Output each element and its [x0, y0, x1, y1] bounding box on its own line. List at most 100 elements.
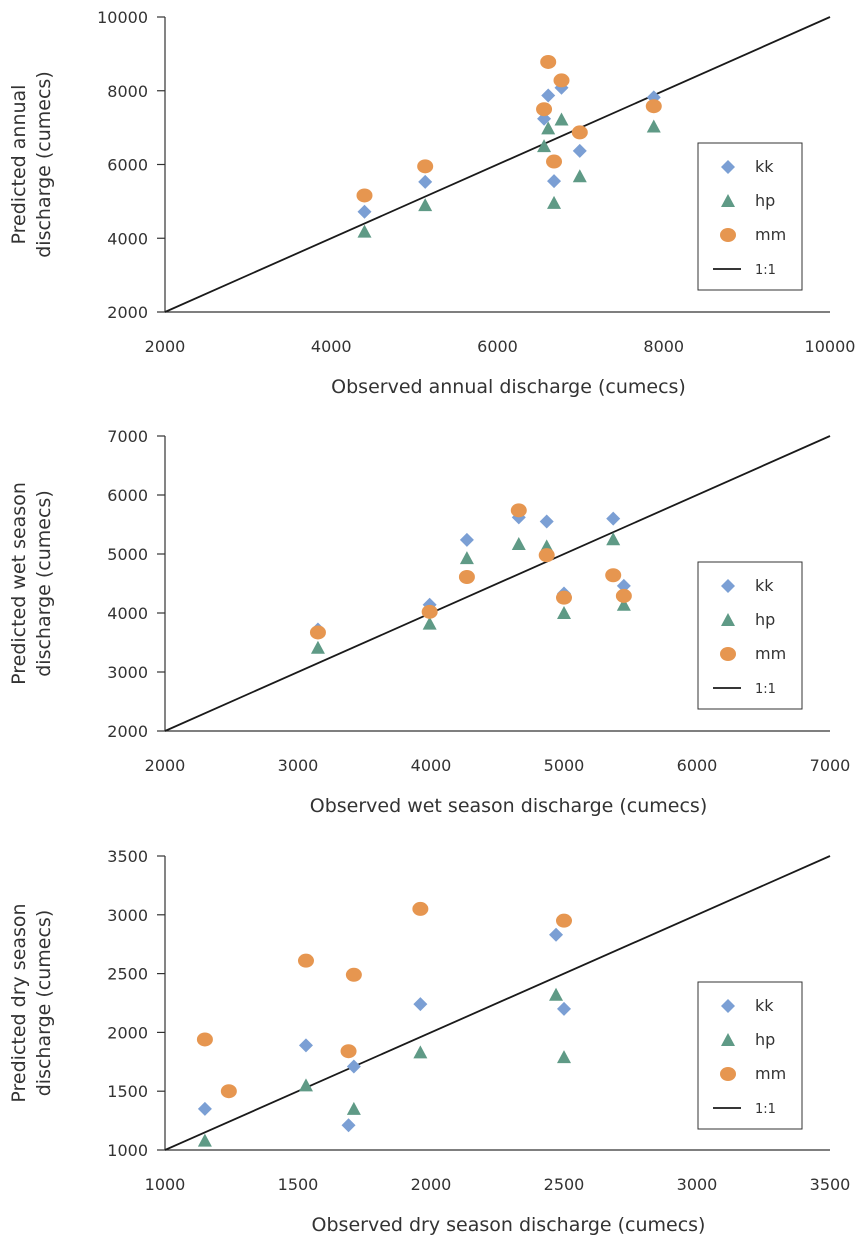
point-mm: [345, 967, 362, 982]
legend-swatch-hp: [721, 1033, 735, 1046]
legend-label: kk: [755, 157, 774, 176]
point-mm: [309, 625, 326, 640]
point-mm: [536, 102, 553, 117]
legend-label: 1:1: [755, 263, 776, 278]
y-axis-title-line-1: Predicted wet season: [8, 482, 30, 685]
point-mm: [417, 159, 434, 174]
chart-panel-2: 2000 3000 4000 5000 6000 7000 2000 3000 4000 5000…: [8, 427, 850, 817]
legend-label: hp: [755, 191, 775, 210]
legend-label: hp: [755, 1030, 775, 1049]
series-hp: [310, 532, 631, 654]
x-tick-label: 3000: [677, 1175, 718, 1194]
y-axis-title-line-1: Predicted annual: [8, 85, 30, 245]
point-hp: [646, 119, 661, 133]
legend-label: mm: [755, 1064, 786, 1083]
legend-swatch-kk: [721, 579, 735, 593]
point-hp: [616, 597, 631, 611]
legend-label: 1:1: [755, 682, 776, 697]
point-hp: [357, 224, 372, 238]
point-mm: [412, 901, 429, 916]
point-kk: [197, 1101, 212, 1116]
point-hp: [346, 1101, 361, 1115]
point-hp: [572, 169, 587, 183]
x-tick-label: 2000: [411, 1175, 452, 1194]
x-tick-label: 3500: [810, 1175, 851, 1194]
point-mm: [220, 1084, 237, 1099]
point-hp: [197, 1133, 212, 1147]
legend-label: mm: [755, 225, 786, 244]
legend-swatch-kk: [721, 160, 735, 174]
point-hp: [459, 551, 474, 565]
legend-label: mm: [755, 644, 786, 663]
x-tick-label: 1500: [278, 1175, 319, 1194]
point-mm: [605, 568, 622, 583]
x-tick-label: 6000: [677, 756, 718, 775]
x-tick-label: 6000: [477, 337, 518, 356]
x-tick-label: 8000: [643, 337, 684, 356]
x-axis-title: Observed dry season discharge (cumecs): [312, 1214, 706, 1236]
point-kk: [616, 578, 631, 593]
legend-swatch-hp: [721, 194, 735, 207]
y-tick-label: 7000: [107, 427, 148, 446]
point-kk: [298, 1038, 313, 1053]
y-tick-label: 10000: [97, 8, 148, 27]
y-tick-label: 3000: [107, 906, 148, 925]
point-kk: [357, 204, 372, 219]
point-hp: [547, 195, 562, 209]
point-kk: [346, 1059, 361, 1074]
point-mm: [615, 588, 632, 603]
point-kk: [418, 174, 433, 189]
legend: kk hp mm 1:1: [697, 561, 803, 710]
point-hp: [310, 640, 325, 654]
y-tick-label: 2000: [107, 1023, 148, 1042]
chart-panel-3: 1000 1500 2000 2500 3000 3500 1000 1500 2000 2500…: [8, 847, 850, 1236]
series-kk: [357, 80, 661, 219]
legend-box: [697, 981, 803, 1130]
point-hp: [557, 1050, 571, 1064]
point-mm: [510, 503, 527, 518]
point-mm: [458, 570, 475, 585]
point-mm: [553, 73, 570, 88]
y-axis-title-line-2: discharge (cumecs): [33, 490, 55, 677]
y-tick-label: 1000: [107, 1141, 148, 1160]
point-hp: [549, 987, 564, 1001]
point-mm: [556, 913, 572, 928]
y-axis-title-line-2: discharge (cumecs): [33, 71, 55, 258]
x-tick-label: 1000: [145, 1175, 186, 1194]
legend-label: hp: [755, 610, 775, 629]
point-hp: [541, 121, 556, 135]
series-mm: [196, 901, 572, 1099]
series-mm: [309, 503, 632, 640]
legend-swatch-kk: [721, 999, 735, 1013]
point-hp: [537, 139, 552, 153]
x-tick-label: 2000: [145, 337, 186, 356]
point-mm: [556, 590, 572, 605]
legend-label: kk: [755, 576, 774, 595]
y-axis-title-line-2: discharge (cumecs): [33, 910, 55, 1097]
y-tick-label: 6000: [107, 156, 148, 175]
point-mm: [538, 548, 555, 563]
x-tick-label: 4000: [411, 756, 452, 775]
point-hp: [418, 198, 433, 212]
point-mm: [340, 1044, 357, 1059]
point-mm: [571, 125, 588, 140]
point-kk: [459, 532, 474, 547]
x-tick-label: 7000: [810, 756, 851, 775]
y-tick-label: 3500: [107, 847, 148, 866]
y-tick-label: 2000: [107, 722, 148, 741]
point-mm: [297, 953, 314, 968]
legend-label: kk: [755, 996, 774, 1015]
series-hp: [357, 112, 661, 238]
x-tick-label: 3000: [278, 756, 319, 775]
series-mm: [356, 54, 662, 203]
y-axis-title-line-1: Predicted dry season: [8, 903, 30, 1102]
legend: kk hp mm 1:1: [697, 981, 803, 1130]
legend: kk hp mm 1:1: [697, 142, 803, 291]
point-kk: [541, 88, 556, 103]
point-kk: [606, 511, 621, 526]
y-tick-label: 8000: [107, 82, 148, 101]
point-kk: [539, 514, 554, 529]
y-tick-label: 1500: [107, 1082, 148, 1101]
legend-box: [697, 142, 803, 291]
y-tick-label: 4000: [107, 229, 148, 248]
